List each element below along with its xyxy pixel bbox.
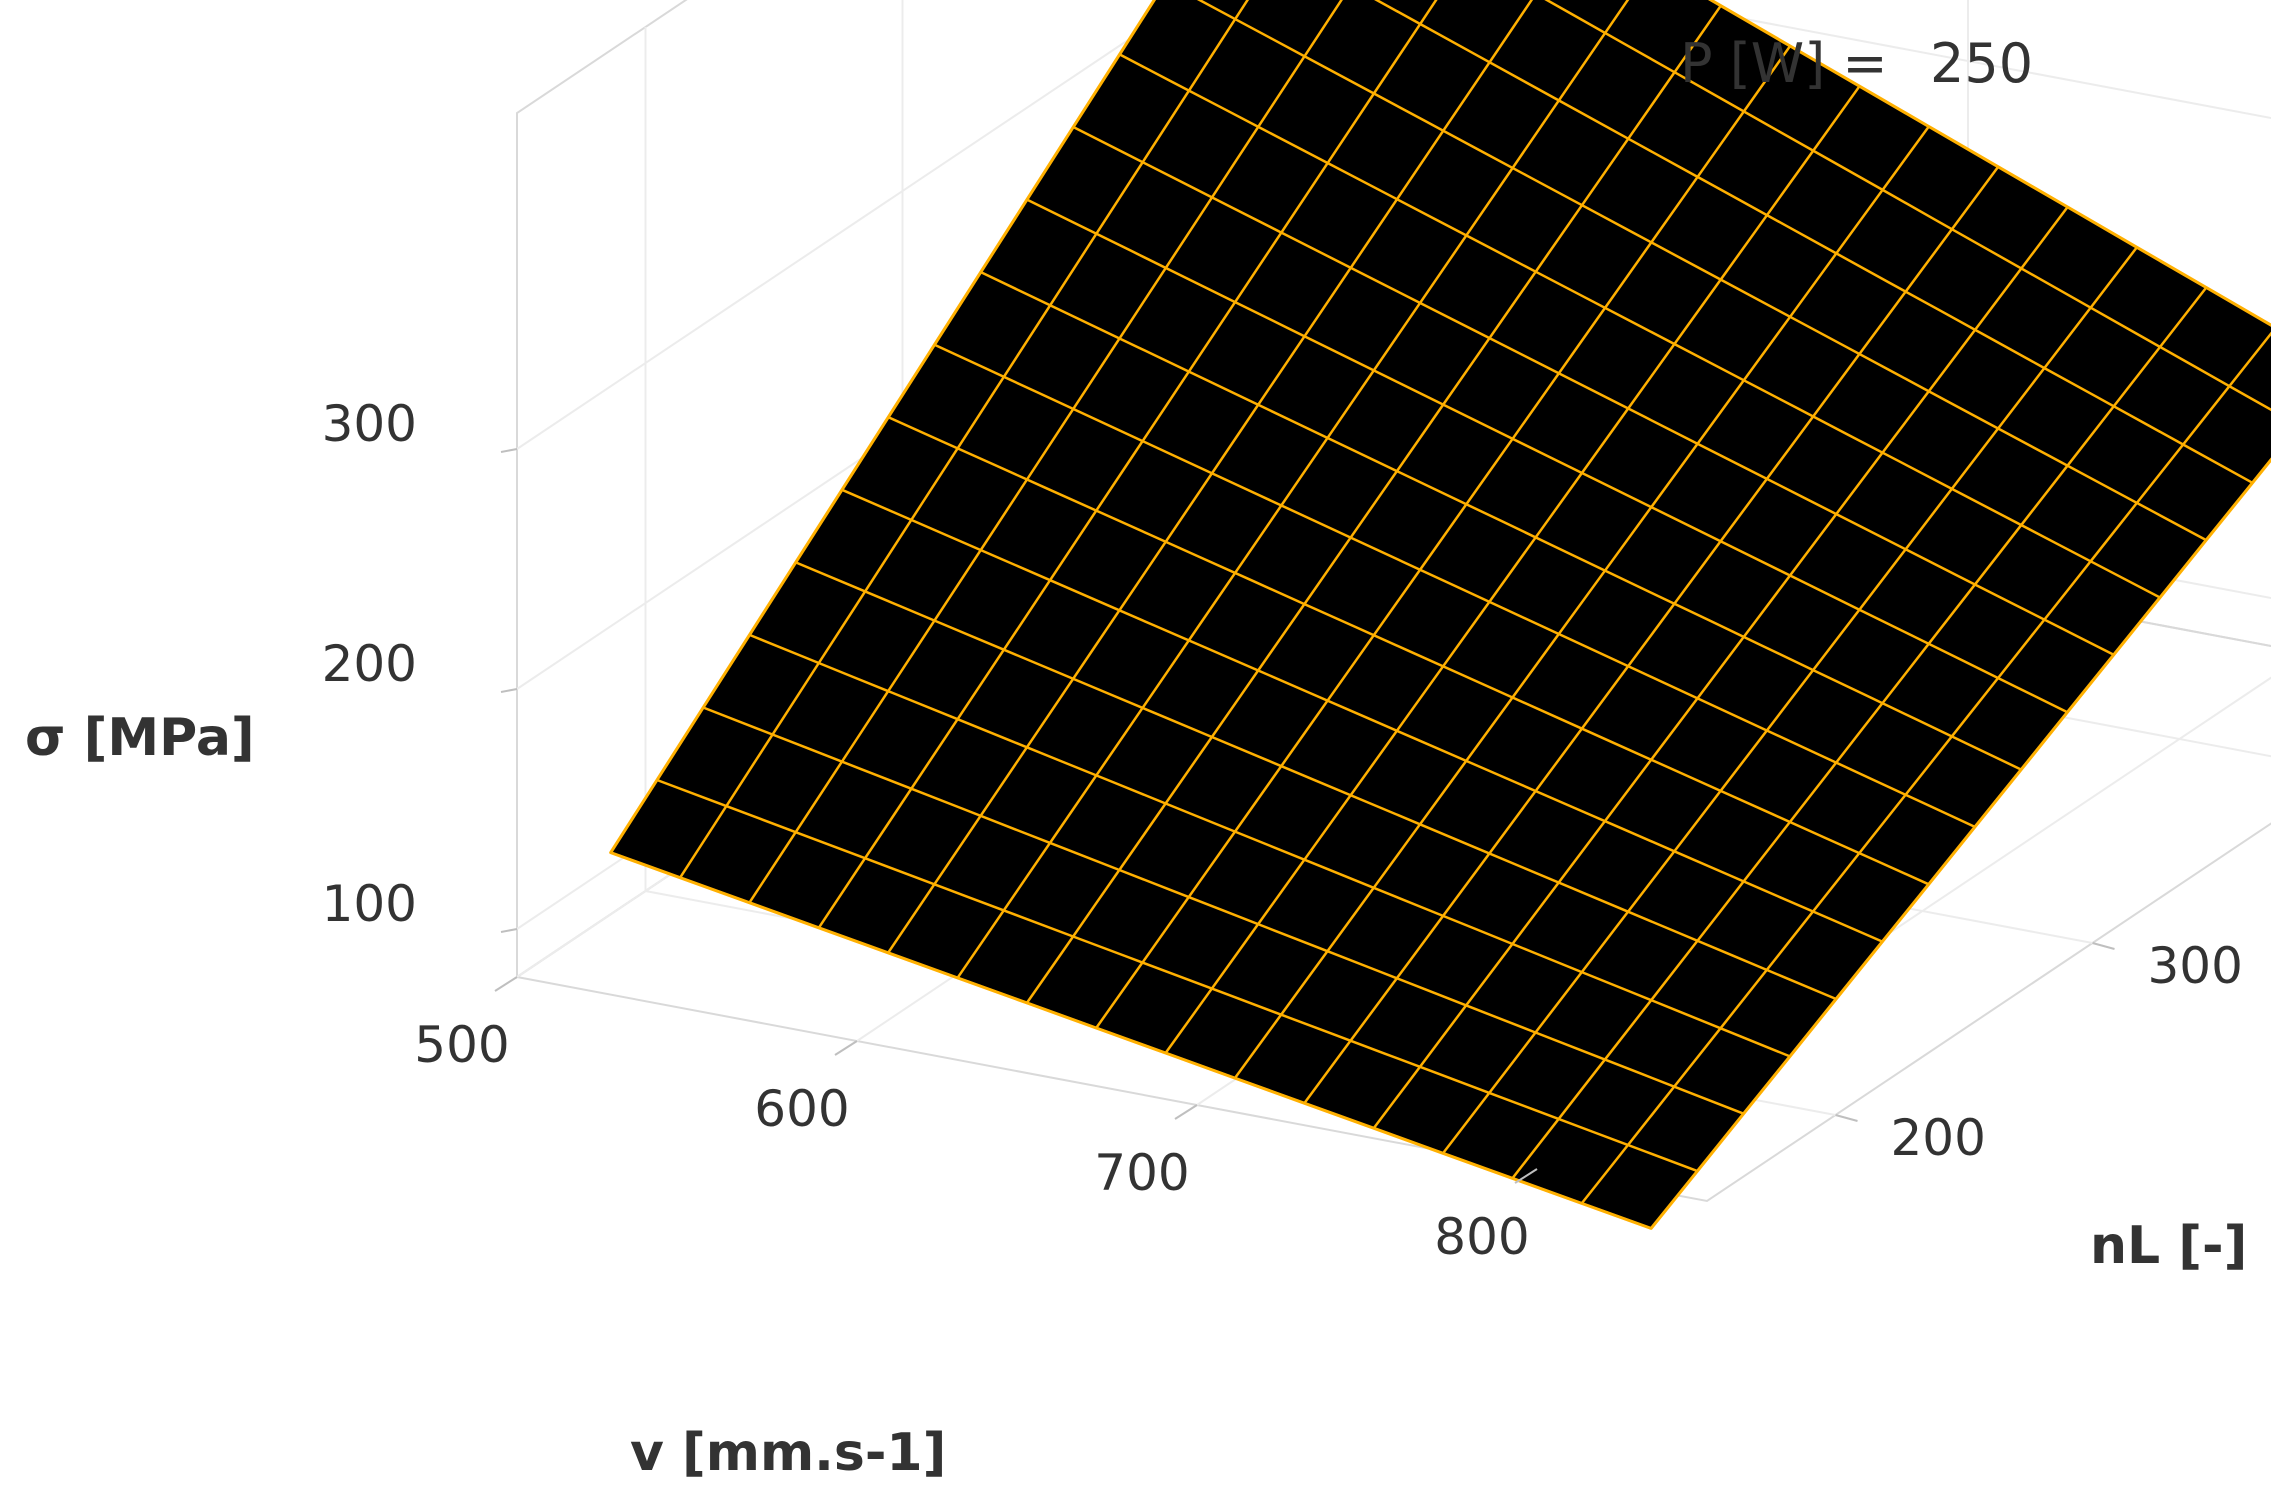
parameter-annotation-label: P [W] = [1680, 32, 1888, 95]
gridline-sigma [516, 0, 2271, 450]
z-tick [500, 448, 518, 453]
mesh-line-nl [1196, 0, 2207, 542]
mesh-line-v [1025, 4, 1722, 1004]
mesh-line-v [956, 0, 1630, 979]
mesh-line-v [609, 0, 1156, 854]
mesh-line-nl [795, 561, 1837, 1001]
surface-layer [609, 0, 2271, 1230]
mesh-line-nl [1708, 0, 2271, 327]
mesh-line-nl [749, 633, 1791, 1058]
x-axis-title: v [mm.s-1] [630, 1423, 946, 1483]
x-tick-label: 800 [1434, 1208, 1529, 1266]
mesh-line-nl [1072, 125, 2115, 656]
mesh-line-nl [1544, 0, 2271, 412]
mesh-line-v [817, 0, 1438, 929]
mesh-line-v [1511, 286, 2208, 1180]
x-tick [494, 976, 518, 992]
mesh-line-nl [702, 706, 1745, 1115]
z-axis-title: σ [MPa] [25, 708, 255, 768]
mesh-line-nl [656, 778, 1698, 1173]
y-axis-title: nL [-] [2090, 1216, 2247, 1276]
z-tick-label: 300 [322, 395, 417, 453]
mesh-line-nl [1026, 198, 2068, 714]
surface-fill [609, 0, 2271, 1230]
y-tick-label: 200 [1891, 1109, 1986, 1167]
mesh-line-v [748, 0, 1343, 904]
x-tick [1174, 1104, 1198, 1120]
x-tick-label: 500 [414, 1016, 509, 1074]
mesh-line-nl [1119, 53, 2161, 599]
parameter-annotation-value: 250 [1930, 32, 2033, 95]
mesh-line-nl [933, 343, 1976, 829]
mesh-line-nl [841, 488, 1883, 943]
y-tick-label: 300 [2148, 937, 2243, 995]
mesh-line-v [1095, 45, 1792, 1029]
mesh-line-v [679, 0, 1250, 879]
mesh-line-v [1650, 457, 2271, 1230]
mesh-line-nl [980, 270, 2022, 771]
x-tick-label: 700 [1094, 1144, 1189, 1202]
mesh-line-v [1164, 85, 1861, 1054]
mesh-line-nl [887, 416, 1930, 886]
y-tick [2092, 942, 2115, 950]
mesh-line-v [1580, 331, 2271, 1205]
mesh-line-v [887, 0, 1534, 954]
ticks-layer: 100200300500600700800200300400 [322, 395, 2243, 1266]
z-tick-label: 100 [322, 875, 417, 933]
x-tick-label: 600 [754, 1080, 849, 1138]
z-tick [500, 928, 518, 933]
mesh-line-v [1233, 125, 1930, 1079]
x-tick [1514, 1168, 1538, 1184]
mesh-line-v [1442, 246, 2138, 1155]
y-tick [1835, 1114, 1858, 1122]
mesh-line-v [1372, 206, 2069, 1129]
mesh-line-nl [1374, 0, 2254, 484]
mesh-line-nl [610, 851, 1652, 1230]
x-tick [834, 1040, 858, 1056]
z-tick-label: 200 [322, 635, 417, 693]
z-tick [500, 688, 518, 693]
mesh-line-v [1303, 166, 2000, 1104]
